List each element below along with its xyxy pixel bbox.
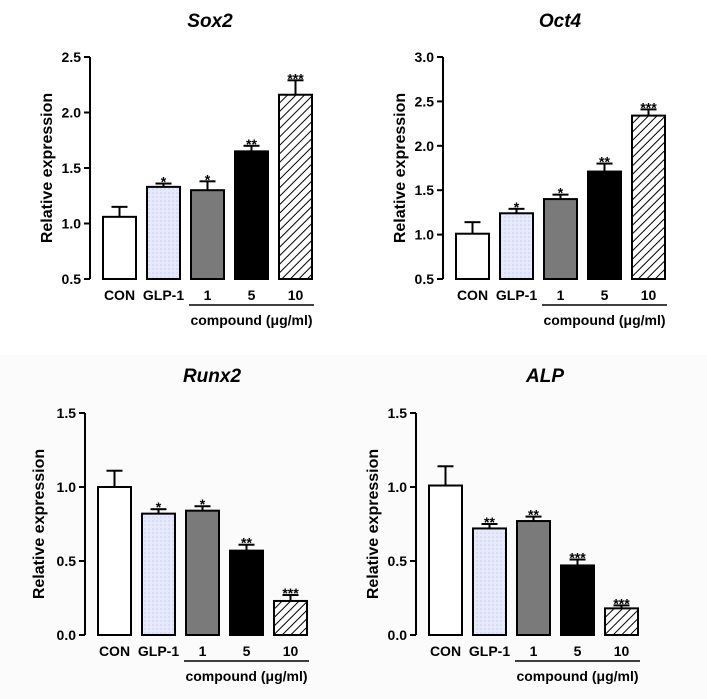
significance-label: *** — [613, 595, 630, 611]
y-tick-label: 1.0 — [415, 227, 435, 243]
y-tick-label: 2.5 — [62, 49, 82, 65]
significance-label: * — [514, 199, 520, 215]
bar — [229, 549, 264, 637]
bar — [102, 215, 137, 280]
y-tick-label: 0.0 — [388, 627, 408, 643]
y-axis-label: Relative expression — [392, 93, 409, 243]
group-label: compound (μg/ml) — [190, 312, 312, 328]
y-tick-label: 0.5 — [62, 271, 82, 287]
chart-title: Sox2 — [187, 11, 233, 32]
bar — [273, 599, 308, 637]
significance-label: * — [200, 496, 206, 512]
significance-label: * — [205, 171, 211, 187]
y-tick-label: 1.5 — [415, 182, 435, 198]
x-tick-label: 1 — [530, 643, 538, 659]
significance-label: * — [156, 499, 162, 515]
x-tick-label: GLP-1 — [496, 287, 537, 303]
y-tick-label: 1.0 — [388, 479, 408, 495]
y-tick-label: 1.5 — [388, 405, 408, 421]
y-tick-label: 2.0 — [62, 105, 82, 121]
y-tick-label: 1.5 — [57, 405, 77, 421]
bar — [604, 607, 639, 636]
y-tick-label: 2.5 — [415, 93, 435, 109]
chart-panel-3: Runx2 Relative expression 0.0 0.5 1.0 1.5 CON *… — [31, 366, 309, 684]
bar — [278, 93, 313, 280]
x-tick-label: 10 — [283, 643, 299, 659]
y-tick-label: 1.5 — [62, 160, 82, 176]
bar — [234, 150, 269, 281]
bar — [560, 564, 595, 636]
chart-panel-4: ALP Relative expression 0.0 0.5 1.0 1.5 CON ** G… — [365, 366, 640, 684]
bar — [428, 484, 463, 636]
bar — [141, 512, 176, 637]
y-axis-label: Relative expression — [365, 449, 382, 599]
group-label: compound (μg/ml) — [185, 668, 307, 684]
bar — [631, 114, 666, 280]
significance-label: * — [161, 174, 167, 190]
significance-label: ** — [246, 136, 257, 152]
y-axis-label: Relative expression — [39, 93, 56, 243]
significance-label: *** — [282, 585, 299, 601]
x-tick-label: 1 — [199, 643, 207, 659]
x-tick-label: 10 — [614, 643, 630, 659]
y-tick-label: 0.0 — [57, 627, 77, 643]
chart-title: ALP — [525, 366, 564, 387]
bar — [190, 189, 225, 280]
chart-title: Runx2 — [183, 366, 242, 387]
bar — [97, 486, 132, 636]
significance-label: * — [558, 185, 564, 201]
y-tick-label: 1.0 — [62, 216, 82, 232]
chart-panel-2: Oct4 Relative expression 0.5 1.0 1.5 2.0 2.5 3.… — [392, 11, 667, 328]
y-tick-label: 0.5 — [57, 553, 77, 569]
x-tick-label: 5 — [243, 643, 251, 659]
x-tick-label: GLP-1 — [138, 643, 179, 659]
significance-label: ** — [241, 535, 252, 551]
x-tick-label: GLP-1 — [143, 287, 184, 303]
bar — [146, 185, 181, 280]
x-tick-label: GLP-1 — [469, 643, 510, 659]
significance-label: ** — [599, 154, 610, 170]
x-tick-label: CON — [457, 287, 488, 303]
x-tick-label: 1 — [204, 287, 212, 303]
bar — [543, 198, 578, 280]
y-tick-label: 0.5 — [388, 553, 408, 569]
x-tick-label: CON — [104, 287, 135, 303]
significance-label: *** — [569, 550, 586, 566]
y-axis-label: Relative expression — [31, 449, 48, 599]
x-tick-label: 10 — [288, 287, 304, 303]
bar — [185, 509, 220, 636]
y-tick-label: 3.0 — [415, 49, 435, 65]
y-tick-label: 2.0 — [415, 138, 435, 154]
x-tick-label: 10 — [641, 287, 657, 303]
significance-label: *** — [640, 99, 657, 115]
bar — [499, 212, 534, 280]
x-tick-label: 1 — [557, 287, 565, 303]
x-tick-label: 5 — [248, 287, 256, 303]
group-label: compound (μg/ml) — [543, 312, 665, 328]
significance-label: *** — [287, 70, 304, 86]
x-tick-label: CON — [99, 643, 130, 659]
x-tick-label: 5 — [574, 643, 582, 659]
group-label: compound (μg/ml) — [516, 668, 638, 684]
chart-title: Oct4 — [539, 11, 582, 32]
chart-panel-1: Sox2 Relative expression 0.5 1.0 1.5 2.0 2.5 CO… — [39, 11, 314, 328]
bar — [472, 527, 507, 636]
significance-label: ** — [484, 514, 495, 530]
y-tick-label: 0.5 — [415, 271, 435, 287]
bar — [516, 520, 551, 636]
bar — [587, 170, 622, 280]
x-tick-label: 5 — [601, 287, 609, 303]
bar — [455, 232, 490, 281]
x-tick-label: CON — [430, 643, 461, 659]
significance-label: ** — [528, 507, 539, 523]
y-tick-label: 1.0 — [57, 479, 77, 495]
